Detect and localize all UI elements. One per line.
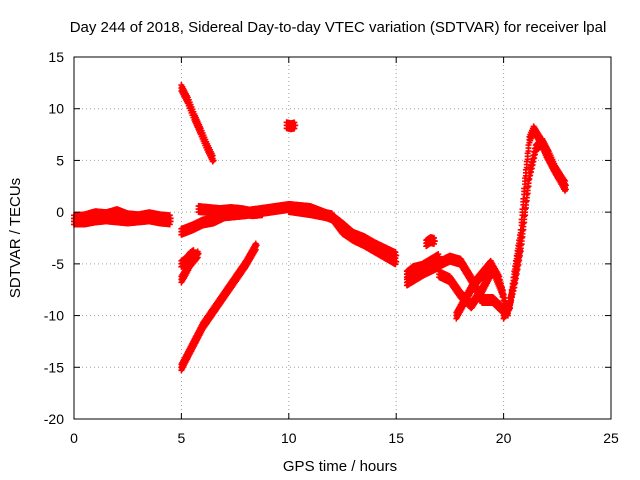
series-loop-18-20 — [453, 257, 511, 322]
x-axis-label: GPS time / hours — [283, 458, 397, 475]
data-point — [509, 291, 516, 298]
data-point — [510, 287, 517, 294]
data-point — [291, 125, 298, 132]
data-point — [525, 148, 532, 155]
x-tick-label: 20 — [496, 430, 512, 446]
series-seg-10 — [283, 119, 299, 133]
data-point — [505, 307, 512, 314]
data-point — [512, 280, 519, 287]
data-point — [562, 182, 569, 189]
data-point — [292, 122, 299, 129]
data-point — [524, 190, 531, 197]
data-point — [527, 172, 534, 179]
data-point — [529, 161, 536, 168]
data-point — [513, 270, 520, 277]
x-tick-label: 5 — [178, 430, 186, 446]
data-point — [511, 284, 518, 291]
chart-title: Day 244 of 2018, Sidereal Day-to-day VTE… — [70, 19, 607, 36]
data-point — [522, 181, 529, 188]
x-tick-label: 10 — [281, 430, 297, 446]
data-point — [166, 221, 173, 228]
grid-layer — [74, 57, 611, 419]
data-point — [516, 257, 523, 264]
x-tick-label: 15 — [388, 430, 404, 446]
series-short-5b — [178, 247, 198, 270]
data-point — [516, 252, 523, 259]
data-point — [504, 310, 511, 317]
data-point — [526, 175, 533, 182]
data-point — [522, 204, 529, 211]
data-points — [71, 82, 569, 374]
y-tick-label: -5 — [52, 256, 65, 272]
x-tick-label: 25 — [603, 430, 619, 446]
y-tick-label: -15 — [44, 359, 64, 375]
data-point — [508, 294, 515, 301]
y-tick-label: -20 — [44, 411, 64, 427]
data-point — [522, 212, 529, 219]
data-point — [190, 253, 197, 260]
plot-frame — [73, 56, 612, 420]
y-tick-label: 5 — [56, 152, 64, 168]
series-fall-21-23b — [539, 135, 569, 191]
data-point — [532, 151, 539, 158]
data-point — [191, 249, 198, 256]
y-tick-label: -10 — [44, 308, 64, 324]
data-point — [523, 164, 530, 171]
data-point — [210, 157, 217, 164]
x-tick-label: 0 — [70, 430, 78, 446]
y-axis-label: SDTVAR / TECUs — [7, 178, 24, 298]
y-tick-label: 0 — [56, 204, 64, 220]
data-point — [514, 266, 521, 273]
series-seg-16-17 — [423, 234, 438, 250]
data-point — [525, 183, 532, 190]
data-point — [194, 254, 201, 261]
series-track-early-low — [71, 212, 174, 228]
data-point — [253, 242, 260, 249]
data-point — [528, 165, 535, 172]
series-desc-5-7 — [178, 82, 217, 165]
data-point — [523, 197, 530, 204]
data-point — [193, 255, 200, 262]
y-tick-label: 10 — [48, 101, 64, 117]
axis-ticks: 0 5 10 15 20 25 -20 -15 -10 -5 0 5 10 15 — [44, 49, 619, 446]
data-point — [195, 250, 202, 257]
series-asc-5-8 — [178, 240, 260, 374]
data-point — [519, 233, 526, 240]
series-arc-10-15b — [285, 203, 400, 268]
data-point — [209, 158, 216, 165]
data-point — [517, 248, 524, 255]
data-point — [508, 297, 515, 304]
data-point — [527, 168, 534, 175]
data-point — [506, 303, 513, 310]
data-point — [507, 300, 514, 307]
data-point — [521, 219, 528, 226]
data-point — [512, 275, 519, 282]
data-point — [530, 158, 537, 165]
data-point — [393, 258, 400, 265]
y-tick-label: 15 — [48, 49, 64, 65]
data-point — [167, 218, 174, 225]
data-point — [431, 238, 438, 245]
data-point — [531, 154, 538, 161]
data-point — [520, 226, 527, 233]
data-point — [518, 241, 525, 248]
data-point — [515, 261, 522, 268]
data-point — [252, 246, 259, 253]
